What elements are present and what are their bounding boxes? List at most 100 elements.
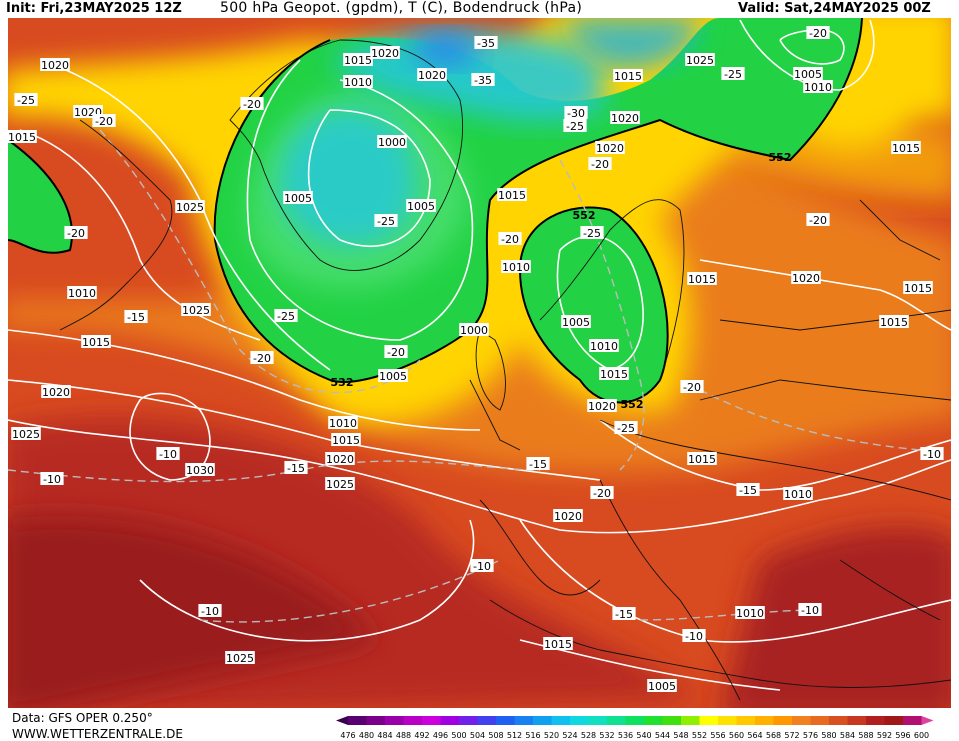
legend-tick-label: 560 xyxy=(729,731,744,740)
isotherm-label: -20 xyxy=(498,232,522,246)
isotherm-label-text: -15 xyxy=(127,311,145,324)
isobar-label-text: 1025 xyxy=(326,478,354,491)
geopotential-label-layer: 552 552 532 552 xyxy=(331,151,792,411)
legend-swatch xyxy=(459,716,478,725)
isobar-label: 1015 xyxy=(343,53,373,67)
geopotential-color-field xyxy=(8,18,951,708)
isobar-label: 1020 xyxy=(40,58,70,72)
isobar-label: 1025 xyxy=(181,303,211,317)
legend-swatch xyxy=(810,716,829,725)
isotherm-label-text: -10 xyxy=(43,473,61,486)
legend-tick-label: 576 xyxy=(803,731,818,740)
legend-tick-label: 496 xyxy=(433,731,448,740)
legend-tick-label: 564 xyxy=(747,731,762,740)
isotherm-label-text: -25 xyxy=(377,215,395,228)
isobar-label-text: 1015 xyxy=(332,434,360,447)
isotherm-label: -20 xyxy=(384,345,408,359)
isobar-label: 1015 xyxy=(879,315,909,329)
isotherm-label: -35 xyxy=(474,36,498,50)
legend-swatch xyxy=(866,716,885,725)
legend-swatch xyxy=(477,716,496,725)
isobar-label-text: 1015 xyxy=(904,282,932,295)
legend-swatch xyxy=(551,716,570,725)
isobar-label-text: 1030 xyxy=(186,464,214,477)
isobar-label: 1005 xyxy=(378,369,408,383)
legend-swatch xyxy=(366,716,385,725)
legend-arrow-high xyxy=(921,716,934,725)
header-bar: Init: Fri,23MAY2025 12Z 500 hPa Geopot. … xyxy=(0,0,959,18)
legend-swatch xyxy=(792,716,811,725)
legend-tick-label: 556 xyxy=(710,731,725,740)
isobar-label: 1020 xyxy=(370,46,400,60)
isotherm-label-text: -15 xyxy=(615,608,633,621)
isotherm-label: -10 xyxy=(682,629,706,643)
isobar-label: 1020 xyxy=(417,68,447,82)
legend-tick-label: 524 xyxy=(562,731,577,740)
isotherm-label: -25 xyxy=(274,309,298,323)
isobar-label: 1010 xyxy=(67,286,97,300)
isotherm-label-text: -20 xyxy=(591,158,609,171)
isobar-label-text: 1025 xyxy=(686,54,714,67)
legend-tick-label: 588 xyxy=(858,731,873,740)
legend-tick-label: 528 xyxy=(581,731,596,740)
isotherm-label: -25 xyxy=(580,226,604,240)
isotherm-label: -30 xyxy=(564,106,588,120)
legend-tick-label: 492 xyxy=(414,731,429,740)
isotherm-label: -10 xyxy=(40,472,64,486)
isobar-label: 1030 xyxy=(185,463,215,477)
isobar-label-text: 1025 xyxy=(182,304,210,317)
map-title: 500 hPa Geopot. (gpdm), T (C), Bodendruc… xyxy=(220,0,583,16)
isobar-label: 1010 xyxy=(803,80,833,94)
geopotential-label-text: 552 xyxy=(573,209,596,222)
legend-swatch xyxy=(884,716,903,725)
isobar-label-text: 1005 xyxy=(562,316,590,329)
legend-swatch xyxy=(348,716,367,725)
isobar-label: 1025 xyxy=(685,53,715,67)
isobar-label: 1020 xyxy=(553,509,583,523)
isotherm-label-text: -25 xyxy=(617,422,635,435)
legend-tick-label: 552 xyxy=(692,731,707,740)
isotherm-label: -20 xyxy=(64,226,88,240)
legend-tick-label: 516 xyxy=(525,731,540,740)
isobar-label-text: 1020 xyxy=(588,400,616,413)
isobar-label-text: 1015 xyxy=(880,316,908,329)
isobar-label: 1020 xyxy=(595,141,625,155)
isobar-label: 1015 xyxy=(497,188,527,202)
legend-tick-label: 600 xyxy=(914,731,929,740)
legend-swatch xyxy=(385,716,404,725)
isotherm-label: -25 xyxy=(614,421,638,435)
legend-tick-label: 540 xyxy=(636,731,651,740)
isobar-label-text: 1020 xyxy=(42,386,70,399)
isobar-label-text: 1015 xyxy=(8,131,36,144)
isotherm-label: -15 xyxy=(612,607,636,621)
isobar-label: 1015 xyxy=(599,367,629,381)
isotherm-label-text: -10 xyxy=(923,448,941,461)
legend-tick-label: 488 xyxy=(396,731,411,740)
isobar-label: 1005 xyxy=(793,67,823,81)
isotherm-label-text: -25 xyxy=(583,227,601,240)
isotherm-label-text: -20 xyxy=(253,352,271,365)
legend-swatch xyxy=(533,716,552,725)
isobar-label-text: 1020 xyxy=(611,112,639,125)
legend-swatch xyxy=(422,716,441,725)
isobar-label-text: 1010 xyxy=(590,340,618,353)
legend-tick-label: 536 xyxy=(618,731,633,740)
pressure-label-layer: 1020102010151025101010251015102010251030… xyxy=(8,46,933,693)
legend-tick-label: 476 xyxy=(340,731,355,740)
isotherm-label: -10 xyxy=(156,447,180,461)
isobar-label-text: 1015 xyxy=(600,368,628,381)
isotherm-label-text: -20 xyxy=(593,487,611,500)
isobar-label-text: 1010 xyxy=(784,488,812,501)
isotherm-label-text: -20 xyxy=(501,233,519,246)
isobar-label-text: 1005 xyxy=(284,192,312,205)
isotherm-label-text: -20 xyxy=(67,227,85,240)
site-label: WWW.WETTERZENTRALE.DE xyxy=(12,727,183,741)
legend-tick-label: 532 xyxy=(599,731,614,740)
legend-tick-label: 568 xyxy=(766,731,781,740)
isobar-label-text: 1010 xyxy=(68,287,96,300)
isobar-label: 1005 xyxy=(406,199,436,213)
isotherm-label: -35 xyxy=(471,73,495,87)
isobar-label: 1020 xyxy=(610,111,640,125)
legend-swatch xyxy=(403,716,422,725)
legend-swatch xyxy=(736,716,755,725)
